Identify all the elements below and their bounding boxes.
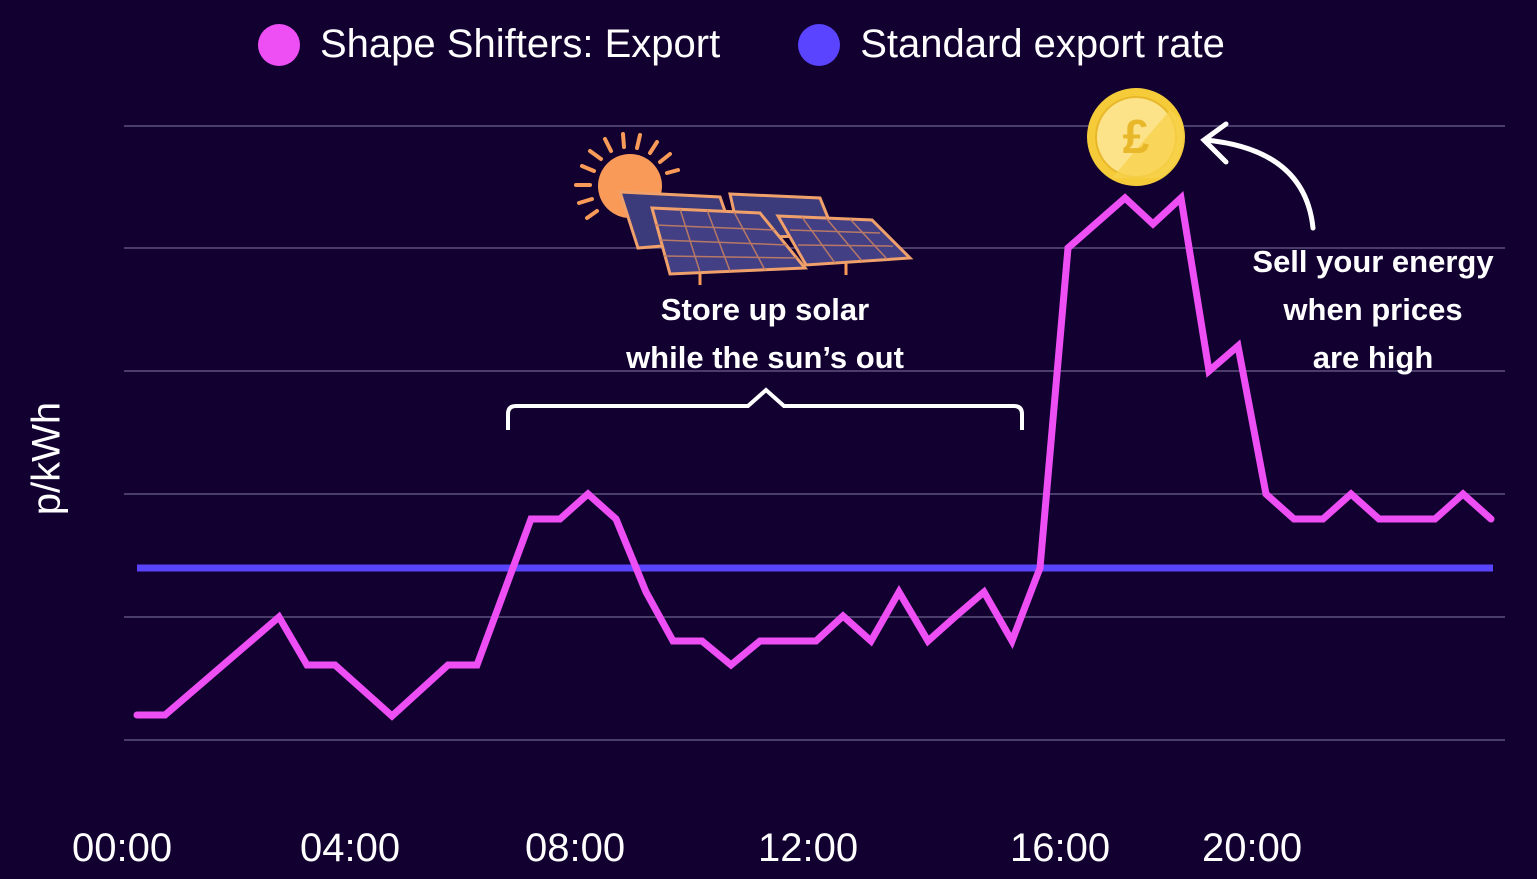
x-tick-2000: 20:00 [1202,826,1303,870]
pound-coin-icon: £ [1087,88,1185,186]
legend-dot-export [258,23,300,66]
legend: Shape Shifters: Export Standard export r… [258,22,1303,67]
bracket-icon [506,387,1024,430]
x-tick-0400: 04:00 [300,826,401,870]
sell-annotation-line2: when prices [1283,292,1463,327]
x-tick-1200: 12:00 [758,826,859,870]
legend-dot-standard [798,23,841,66]
solar-annotation: Store up solar while the sun’s out [590,286,940,382]
legend-item-export: Shape Shifters: Export [258,22,720,67]
svg-text:£: £ [1123,111,1150,164]
y-axis-label: p/kWh [24,401,69,516]
legend-item-standard: Standard export rate [798,22,1225,67]
x-tick-1600: 16:00 [1010,826,1111,870]
sell-annotation: Sell your energy when prices are high [1218,238,1528,382]
sell-annotation-line3: are high [1312,340,1434,375]
curved-arrow-icon [1200,121,1316,231]
x-tick-0000: 00:00 [72,826,173,870]
solar-panel-icon [574,132,914,285]
sell-annotation-line1: Sell your energy [1252,244,1494,279]
solar-annotation-line2: while the sun’s out [626,340,904,375]
legend-label-export: Shape Shifters: Export [320,22,721,66]
x-tick-0800: 08:00 [525,826,626,870]
solar-annotation-line1: Store up solar [660,292,870,327]
shape-shifters-export-line [133,190,1495,721]
legend-label-standard: Standard export rate [860,22,1225,66]
gridlines [124,125,1505,741]
